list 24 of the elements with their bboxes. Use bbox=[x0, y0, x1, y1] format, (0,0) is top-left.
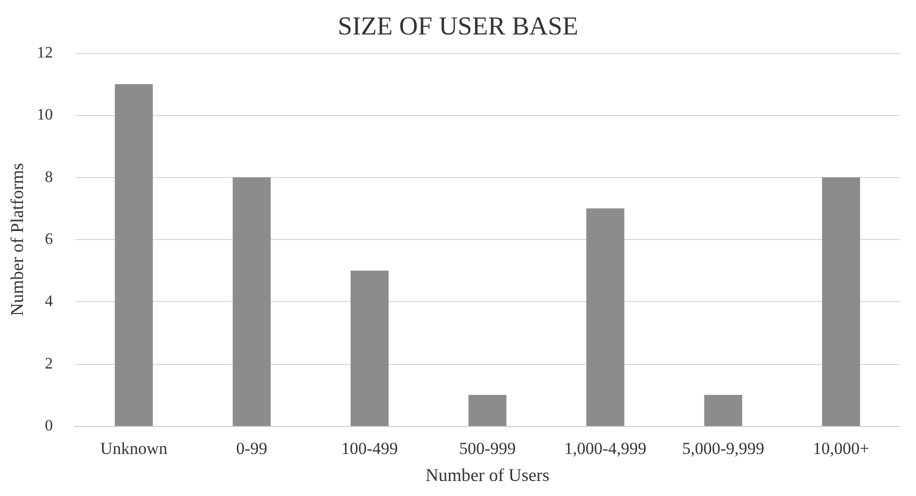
x-tick-label: 1,000-4,999 bbox=[564, 439, 646, 458]
y-tick-label: 12 bbox=[36, 44, 53, 62]
bar bbox=[232, 177, 271, 426]
x-tick-label: 100-499 bbox=[341, 439, 398, 458]
chart-title: SIZE OF USER BASE bbox=[338, 12, 578, 40]
bar bbox=[114, 84, 153, 426]
bar bbox=[704, 394, 742, 426]
y-tick-label: 4 bbox=[44, 293, 53, 310]
bar bbox=[350, 270, 389, 426]
x-tick-label: 5,000-9,999 bbox=[682, 439, 764, 458]
bar bbox=[468, 394, 506, 426]
x-tick-label: Unknown bbox=[100, 439, 168, 458]
bar bbox=[822, 177, 860, 426]
bar bbox=[586, 208, 624, 426]
x-tick-label: 500-999 bbox=[459, 439, 516, 458]
y-tick-label: 8 bbox=[44, 168, 53, 186]
y-axis-title: Number of Platforms bbox=[7, 163, 27, 316]
x-tick-label: 0-99 bbox=[236, 439, 268, 458]
y-tick-label: 10 bbox=[36, 106, 53, 124]
x-tick-label: 10,000+ bbox=[812, 439, 870, 458]
y-tick-label: 6 bbox=[44, 231, 53, 248]
x-axis-title: Number of Users bbox=[425, 465, 550, 485]
y-tick-label: 2 bbox=[44, 355, 53, 372]
y-tick-label: 0 bbox=[44, 418, 53, 434]
